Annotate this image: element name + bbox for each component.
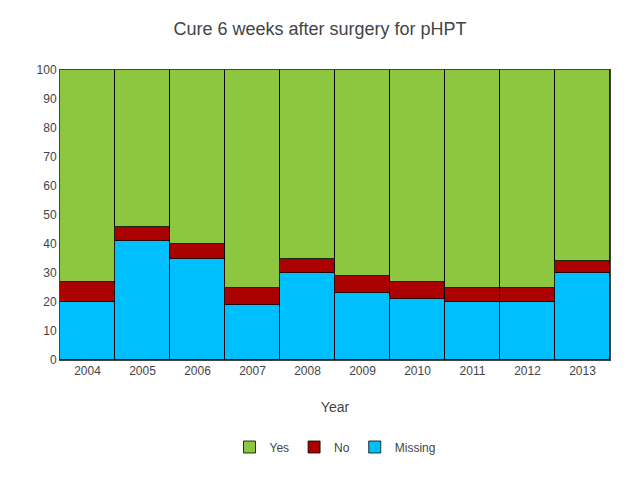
svg-text:0: 0 <box>50 353 57 367</box>
svg-text:2013: 2013 <box>569 364 596 378</box>
svg-text:60: 60 <box>43 179 57 193</box>
svg-text:2008: 2008 <box>294 364 321 378</box>
svg-text:70: 70 <box>43 150 57 164</box>
svg-text:Missing: Missing <box>395 441 436 455</box>
svg-text:100: 100 <box>37 63 57 77</box>
svg-text:50: 50 <box>43 208 57 222</box>
svg-text:2005: 2005 <box>129 364 156 378</box>
svg-text:2007: 2007 <box>239 364 266 378</box>
svg-text:40: 40 <box>43 237 57 251</box>
svg-text:2006: 2006 <box>184 364 211 378</box>
svg-text:2009: 2009 <box>349 364 376 378</box>
svg-text:80: 80 <box>43 121 57 135</box>
svg-text:Year: Year <box>321 399 350 415</box>
svg-text:Yes: Yes <box>270 441 290 455</box>
svg-text:30: 30 <box>43 266 57 280</box>
svg-text:Cure 6 weeks after surgery for: Cure 6 weeks after surgery for pHPT <box>173 19 466 39</box>
svg-text:2012: 2012 <box>514 364 541 378</box>
svg-text:10: 10 <box>43 324 57 338</box>
svg-text:2004: 2004 <box>74 364 101 378</box>
svg-text:No: No <box>334 441 350 455</box>
svg-text:20: 20 <box>43 295 57 309</box>
svg-text:2011: 2011 <box>460 364 486 378</box>
svg-text:90: 90 <box>43 92 57 106</box>
svg-text:2010: 2010 <box>404 364 431 378</box>
